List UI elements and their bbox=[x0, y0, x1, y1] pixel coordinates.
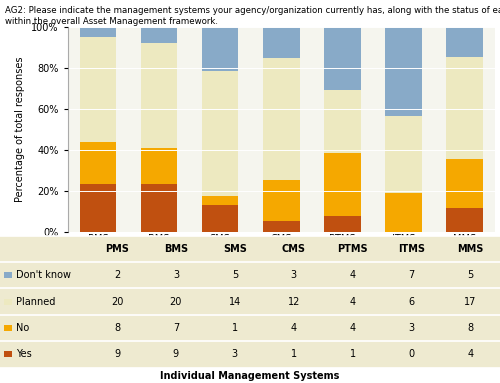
Bar bbox=[80, 142, 116, 185]
Text: Planned: Planned bbox=[16, 296, 55, 307]
Bar bbox=[80, 37, 116, 142]
Bar bbox=[385, 116, 422, 193]
Text: 14: 14 bbox=[228, 296, 241, 307]
Bar bbox=[263, 180, 300, 221]
Bar bbox=[324, 216, 360, 232]
Text: PTMS: PTMS bbox=[338, 244, 368, 254]
Text: 7: 7 bbox=[408, 270, 414, 280]
Text: 12: 12 bbox=[288, 296, 300, 307]
Text: 4: 4 bbox=[350, 323, 356, 333]
Text: AG2: Please indicate the management systems your agency/organization currently h: AG2: Please indicate the management syst… bbox=[5, 6, 500, 15]
Bar bbox=[263, 221, 300, 232]
Text: 3: 3 bbox=[173, 270, 179, 280]
Text: BMS: BMS bbox=[164, 244, 188, 254]
Text: ITMS: ITMS bbox=[398, 244, 425, 254]
Bar bbox=[202, 27, 238, 71]
Bar bbox=[80, 27, 116, 37]
Text: No: No bbox=[16, 323, 29, 333]
Bar bbox=[324, 27, 360, 90]
Bar bbox=[141, 43, 178, 148]
Bar bbox=[263, 27, 300, 57]
Text: 1: 1 bbox=[350, 349, 356, 360]
Y-axis label: Percentage of total responses: Percentage of total responses bbox=[16, 57, 26, 202]
Text: Individual Management Systems: Individual Management Systems bbox=[160, 371, 340, 381]
Bar bbox=[446, 27, 483, 57]
Bar bbox=[446, 57, 483, 159]
Text: 9: 9 bbox=[173, 349, 179, 360]
Text: 1: 1 bbox=[290, 349, 297, 360]
Text: 4: 4 bbox=[290, 323, 297, 333]
Text: 4: 4 bbox=[350, 270, 356, 280]
Text: 4: 4 bbox=[468, 349, 473, 360]
Bar bbox=[202, 196, 238, 205]
Text: CMS: CMS bbox=[282, 244, 306, 254]
Bar bbox=[80, 185, 116, 232]
Bar bbox=[141, 185, 178, 232]
Text: 5: 5 bbox=[232, 270, 238, 280]
Text: 5: 5 bbox=[468, 270, 473, 280]
Text: 1: 1 bbox=[232, 323, 238, 333]
Text: 6: 6 bbox=[408, 296, 414, 307]
Text: SMS: SMS bbox=[223, 244, 247, 254]
Text: 4: 4 bbox=[350, 296, 356, 307]
Text: 3: 3 bbox=[232, 349, 238, 360]
Text: 2: 2 bbox=[114, 270, 120, 280]
Text: 7: 7 bbox=[173, 323, 179, 333]
Bar bbox=[446, 208, 483, 232]
Bar bbox=[263, 57, 300, 180]
Text: 8: 8 bbox=[468, 323, 473, 333]
Bar bbox=[141, 27, 178, 43]
Bar bbox=[324, 90, 360, 153]
Text: PMS: PMS bbox=[105, 244, 129, 254]
Text: MMS: MMS bbox=[458, 244, 483, 254]
Bar bbox=[385, 27, 422, 116]
Text: 0: 0 bbox=[408, 349, 414, 360]
Bar bbox=[141, 148, 178, 185]
Text: Don't know: Don't know bbox=[16, 270, 71, 280]
Bar bbox=[324, 153, 360, 216]
Text: 3: 3 bbox=[408, 323, 414, 333]
Text: 20: 20 bbox=[111, 296, 123, 307]
Text: Yes: Yes bbox=[16, 349, 32, 360]
Bar bbox=[202, 205, 238, 232]
Text: 20: 20 bbox=[170, 296, 182, 307]
Text: 9: 9 bbox=[114, 349, 120, 360]
Text: 8: 8 bbox=[114, 323, 120, 333]
Bar bbox=[446, 159, 483, 208]
Text: 3: 3 bbox=[290, 270, 297, 280]
Text: 17: 17 bbox=[464, 296, 476, 307]
Bar bbox=[202, 71, 238, 196]
Text: within the overall Asset Management framework.: within the overall Asset Management fram… bbox=[5, 17, 218, 26]
Bar bbox=[385, 193, 422, 232]
